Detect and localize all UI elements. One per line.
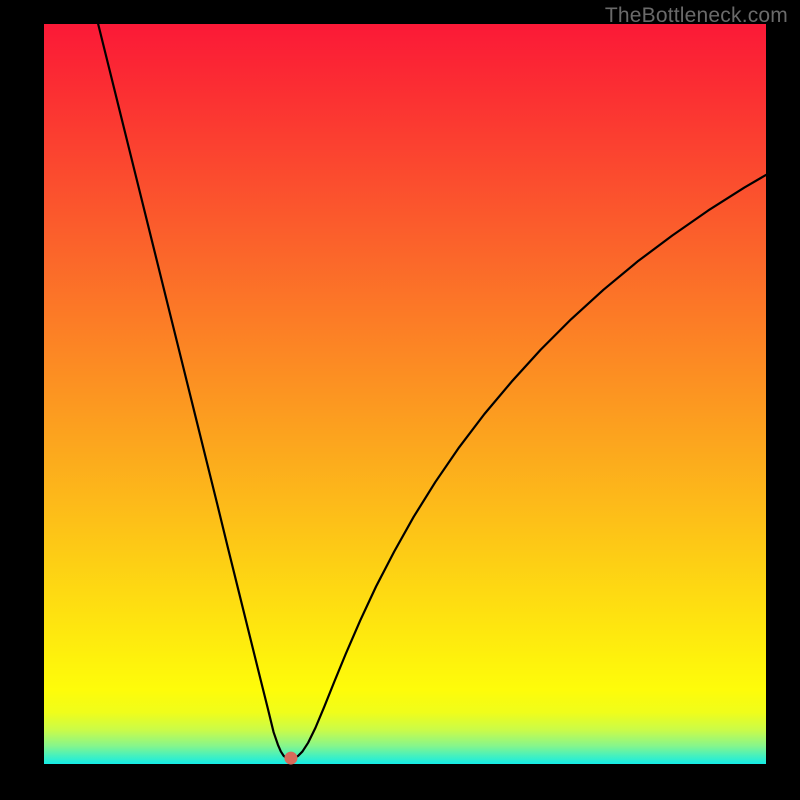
- watermark-text: TheBottleneck.com: [605, 4, 788, 28]
- optimal-marker: [284, 752, 297, 765]
- plot-background: [44, 24, 766, 764]
- bottleneck-plot: [0, 0, 800, 800]
- chart-stage: TheBottleneck.com: [0, 0, 800, 800]
